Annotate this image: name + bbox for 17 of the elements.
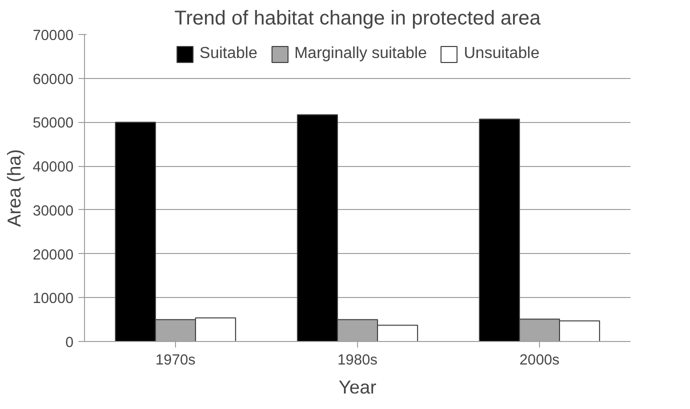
legend-label: Unsuitable — [464, 45, 540, 63]
y-tick-label: 60000 — [32, 72, 74, 88]
y-axis-title: Area (ha) — [4, 149, 25, 227]
legend-label: Suitable — [200, 45, 258, 63]
y-tick-label: 50000 — [32, 116, 74, 132]
legend-label: Marginally suitable — [294, 45, 427, 63]
y-tick-label: 20000 — [32, 247, 74, 264]
chart-title: Trend of habitat change in protected area — [174, 8, 542, 30]
x-axis-title: Year — [338, 376, 376, 398]
y-tick-label: 10000 — [32, 291, 74, 308]
y-tick-label: 70000 — [32, 28, 74, 44]
x-tick-label: 1970s — [156, 352, 196, 368]
y-tick-label: 30000 — [32, 203, 74, 220]
x-tick-label: 2000s — [520, 352, 560, 368]
y-tick-label: 0 — [65, 335, 74, 351]
y-tick-label: 40000 — [32, 160, 74, 176]
x-tick-label: 1980s — [338, 352, 378, 368]
